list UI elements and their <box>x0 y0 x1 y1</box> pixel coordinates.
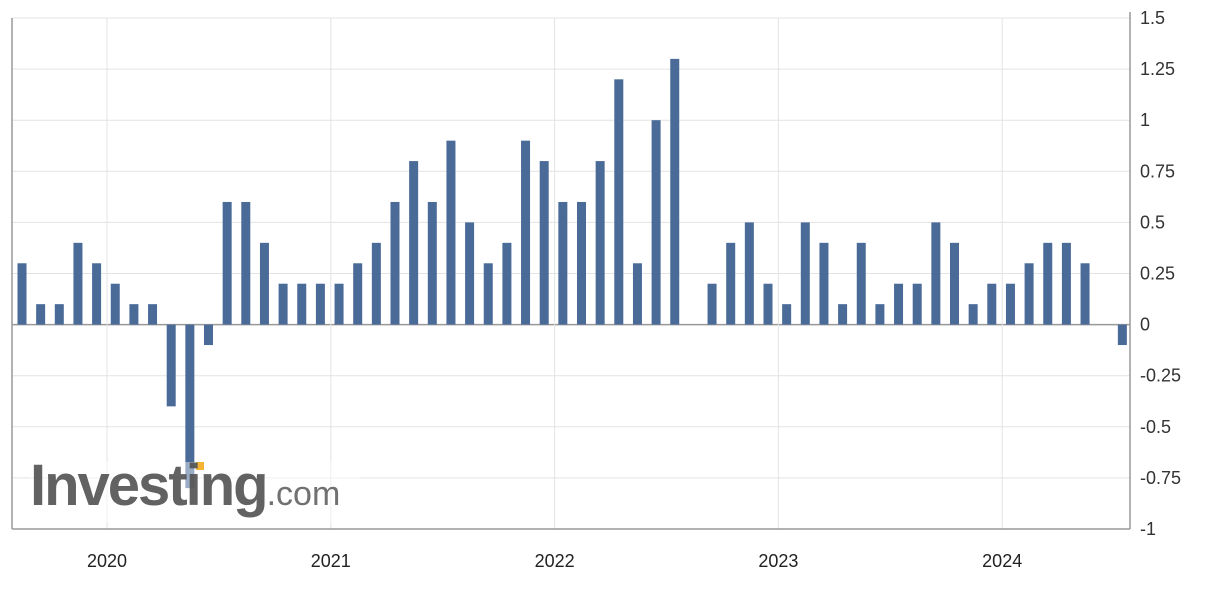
bar <box>129 304 139 325</box>
bar <box>931 222 941 325</box>
bar <box>968 304 978 325</box>
bar <box>353 263 363 325</box>
bar <box>707 283 717 325</box>
bar <box>1080 263 1090 325</box>
logo-backdrop <box>30 462 360 522</box>
bar <box>315 283 325 325</box>
y-tick-label: -0.25 <box>1140 366 1181 386</box>
bar <box>483 263 493 325</box>
bar <box>446 140 456 325</box>
bar <box>800 222 810 325</box>
bar <box>894 283 904 325</box>
bar <box>222 201 232 325</box>
bar <box>54 304 64 325</box>
bar <box>204 324 213 346</box>
x-tick-label: 2024 <box>982 551 1022 571</box>
bar <box>148 304 158 325</box>
bar <box>912 283 922 325</box>
bar <box>1043 242 1053 325</box>
bar <box>838 304 848 325</box>
bar <box>763 283 773 325</box>
bar <box>539 161 549 325</box>
bar <box>856 242 866 325</box>
bar <box>950 242 959 325</box>
bar <box>185 324 195 489</box>
y-tick-label: -0.75 <box>1140 468 1181 488</box>
y-tick-label: 0.5 <box>1140 212 1165 232</box>
bar <box>875 304 885 325</box>
bar <box>595 161 605 325</box>
investing-logo-watermark: Investing.com <box>30 452 340 519</box>
bar <box>1005 283 1015 325</box>
bar <box>110 283 120 325</box>
x-tick-label: 2021 <box>311 551 351 571</box>
x-tick-label: 2023 <box>758 551 798 571</box>
bar <box>409 161 419 325</box>
x-tick-label: 2020 <box>87 551 127 571</box>
bar <box>614 79 624 325</box>
bar <box>1024 263 1034 325</box>
bar <box>17 263 27 325</box>
y-tick-label: 0 <box>1140 315 1150 335</box>
bar <box>166 324 176 407</box>
bar <box>334 283 344 325</box>
y-tick-label: 0.75 <box>1140 161 1175 181</box>
bar <box>651 120 661 325</box>
y-tick-label: 1.5 <box>1140 8 1165 28</box>
bar <box>502 242 512 325</box>
bar <box>371 242 381 325</box>
bar <box>1117 324 1127 346</box>
bar <box>390 201 400 325</box>
y-tick-label: 0.25 <box>1140 264 1175 284</box>
logo-suffix: .com <box>266 475 341 513</box>
bar <box>36 304 46 325</box>
bar <box>558 201 568 325</box>
bar <box>782 304 792 325</box>
bar <box>73 242 83 325</box>
bar <box>726 242 736 325</box>
bar <box>819 242 829 325</box>
bar <box>670 58 680 325</box>
y-tick-label: -0.5 <box>1140 417 1171 437</box>
bar <box>297 283 307 325</box>
logo-accent <box>196 462 204 470</box>
logo-brand: Investing <box>30 453 269 518</box>
bar <box>632 263 642 325</box>
bar <box>521 140 531 325</box>
y-tick-label: 1 <box>1140 110 1150 130</box>
bar <box>259 242 269 325</box>
bar <box>92 263 102 325</box>
x-tick-label: 2022 <box>535 551 575 571</box>
bar <box>1061 242 1071 325</box>
bar <box>278 283 288 325</box>
bar <box>987 283 997 325</box>
bar <box>427 201 437 325</box>
y-tick-label: -1 <box>1140 519 1156 539</box>
bar <box>465 222 475 325</box>
y-tick-label: 1.25 <box>1140 59 1175 79</box>
bar <box>744 222 754 325</box>
bar <box>241 201 251 325</box>
bar <box>577 201 586 325</box>
